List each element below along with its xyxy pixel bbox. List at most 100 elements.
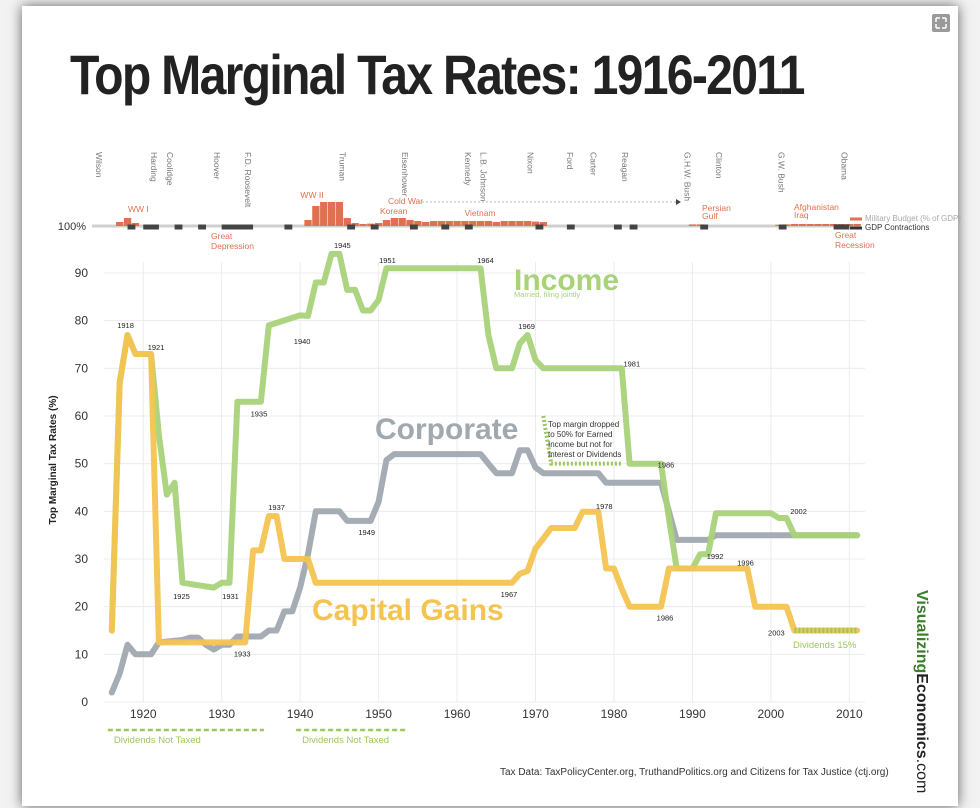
president-label: Truman [337, 152, 347, 181]
military-budget-bar [382, 220, 391, 226]
y-tick-label: 50 [75, 457, 89, 471]
y-tick-label: 0 [81, 695, 88, 709]
gdp-contraction-bar [700, 224, 709, 230]
president-label: Clinton [714, 152, 724, 179]
y-tick-label: 60 [75, 409, 89, 423]
military-budget-bar [790, 224, 799, 226]
president-label: F.D. Roosevelt [243, 152, 253, 208]
timeline-event-label: Vietnam [464, 208, 495, 218]
dividends-not-taxed-label: Dividends Not Taxed [302, 735, 389, 746]
timeline-event-label: Depression [211, 241, 254, 251]
year-point-label: 1978 [596, 502, 613, 511]
series-line-earned-income-note [541, 415, 622, 466]
president-label: Ford [565, 152, 575, 170]
president-label: L.B. Johnson [479, 152, 489, 202]
note-line: to 50% for Earned [548, 430, 612, 439]
gdp-contraction-bar [370, 224, 379, 230]
x-tick-label: 1990 [679, 707, 706, 721]
note-line: Income but not for [548, 440, 613, 449]
year-point-label: 1949 [358, 528, 375, 537]
year-point-label: 1940 [294, 337, 311, 346]
year-point-label: 1969 [518, 322, 535, 331]
military-budget-bar [390, 218, 398, 226]
president-label: Kennedy [463, 152, 473, 186]
capital-gains-label: Capital Gains [312, 594, 504, 627]
year-point-label: 1935 [251, 410, 268, 419]
corporate-label: Corporate [375, 413, 518, 446]
year-point-label: 1992 [707, 552, 724, 561]
year-point-label: 1921 [148, 343, 165, 352]
expand-button[interactable] [932, 14, 950, 32]
military-budget-bar [327, 202, 336, 226]
timeline-event-label: Cold War [388, 196, 423, 206]
military-budget-bar [335, 202, 344, 226]
president-label: Eisenhower [400, 152, 410, 197]
gdp-contraction-bar [127, 224, 136, 230]
year-point-label: 1925 [173, 592, 190, 601]
x-tick-label: 1930 [208, 707, 235, 721]
military-budget-bar [116, 222, 124, 226]
year-point-label: 1981 [623, 359, 640, 368]
y-tick-label: 30 [75, 552, 89, 566]
year-point-label: 1964 [477, 256, 494, 265]
gdp-contraction-bar [464, 224, 473, 230]
military-budget-bar [312, 206, 320, 226]
y-tick-label: 20 [75, 600, 89, 614]
note-line: Interest or Dividends [548, 450, 621, 459]
president-label: G.W. Bush [777, 152, 787, 193]
year-point-label: 1945 [334, 241, 351, 250]
gdp-contraction-bar [566, 224, 575, 230]
x-tick-label: 2010 [836, 707, 863, 721]
timeline-event-label: Great [211, 231, 233, 241]
x-tick-label: 2000 [758, 707, 785, 721]
president-label: Harding [149, 152, 159, 182]
y-tick-label: 70 [75, 361, 89, 375]
year-point-label: 1986 [658, 461, 675, 470]
military-budget-bar [437, 221, 446, 226]
source-note: Tax Data: TaxPolicyCenter.org, TruthandP… [500, 767, 889, 778]
expand-icon [935, 17, 947, 29]
military-budget-bar [531, 221, 540, 226]
timeline-event-label: WW II [300, 190, 323, 200]
gdp-contraction-bar [833, 224, 850, 230]
military-budget-bar [304, 220, 312, 226]
president-label: Hoover [212, 152, 222, 180]
y-tick-label: 80 [75, 314, 89, 328]
gdp-contraction-bar [284, 224, 293, 230]
x-tick-label: 1960 [444, 707, 471, 721]
military-budget-bar [492, 222, 500, 226]
timeline-event-label: Iraq [794, 210, 809, 220]
military-budget-bar [853, 224, 861, 226]
gdp-contraction-bar [174, 224, 183, 230]
military-budget-bar [422, 222, 430, 226]
military-budget-bar [688, 224, 697, 226]
military-budget-bar [798, 224, 806, 226]
military-budget-bar [814, 224, 822, 226]
military-budget-bar [500, 221, 508, 226]
dividends-15-label: Dividends 15% [793, 640, 857, 651]
president-label: G.H.W. Bush [683, 152, 693, 201]
military-budget-bar [123, 218, 132, 226]
x-tick-label: 1950 [365, 707, 392, 721]
year-point-label: 1967 [501, 590, 518, 599]
military-budget-bar [398, 218, 406, 226]
military-budget-bar [469, 221, 477, 226]
year-point-label: 2003 [768, 629, 785, 638]
military-budget-bar [131, 223, 140, 226]
military-budget-bar [806, 224, 814, 226]
gdp-contraction-bar [441, 224, 450, 230]
military-budget-bar [374, 223, 383, 226]
gdp-contraction-bar [613, 224, 622, 230]
year-point-label: 1937 [268, 503, 285, 512]
gdp-contraction-bar [535, 224, 544, 230]
president-label: Obama [839, 152, 849, 180]
gdp-contraction-bar [347, 224, 356, 230]
year-point-label: 1931 [222, 592, 239, 601]
military-budget-bar [320, 202, 328, 226]
military-budget-bar [822, 224, 830, 226]
military-budget-bar [476, 221, 485, 226]
series-line-capital-gains [108, 332, 861, 646]
gdp-contraction-bar [221, 224, 254, 230]
military-budget-bar [516, 221, 524, 226]
